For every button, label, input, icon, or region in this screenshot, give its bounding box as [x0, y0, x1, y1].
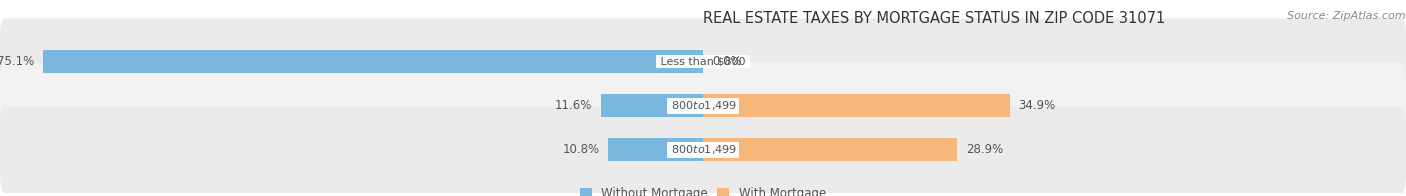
FancyBboxPatch shape: [0, 18, 1406, 105]
FancyBboxPatch shape: [0, 63, 1406, 149]
Bar: [602, 94, 703, 117]
Text: 0.0%: 0.0%: [711, 55, 741, 68]
Bar: [609, 138, 703, 161]
Text: 28.9%: 28.9%: [966, 143, 1002, 156]
Bar: [703, 94, 1010, 117]
Text: $800 to $1,499: $800 to $1,499: [668, 99, 738, 112]
Text: 11.6%: 11.6%: [555, 99, 592, 112]
Text: 34.9%: 34.9%: [1018, 99, 1056, 112]
FancyBboxPatch shape: [0, 107, 1406, 193]
Text: Less than $800: Less than $800: [657, 57, 749, 67]
Text: 75.1%: 75.1%: [0, 55, 34, 68]
Text: REAL ESTATE TAXES BY MORTGAGE STATUS IN ZIP CODE 31071: REAL ESTATE TAXES BY MORTGAGE STATUS IN …: [703, 11, 1166, 26]
Text: 10.8%: 10.8%: [562, 143, 599, 156]
Bar: [703, 138, 957, 161]
Text: Source: ZipAtlas.com: Source: ZipAtlas.com: [1288, 11, 1406, 21]
Legend: Without Mortgage, With Mortgage: Without Mortgage, With Mortgage: [581, 187, 825, 196]
Bar: [44, 50, 703, 73]
Text: $800 to $1,499: $800 to $1,499: [668, 143, 738, 156]
